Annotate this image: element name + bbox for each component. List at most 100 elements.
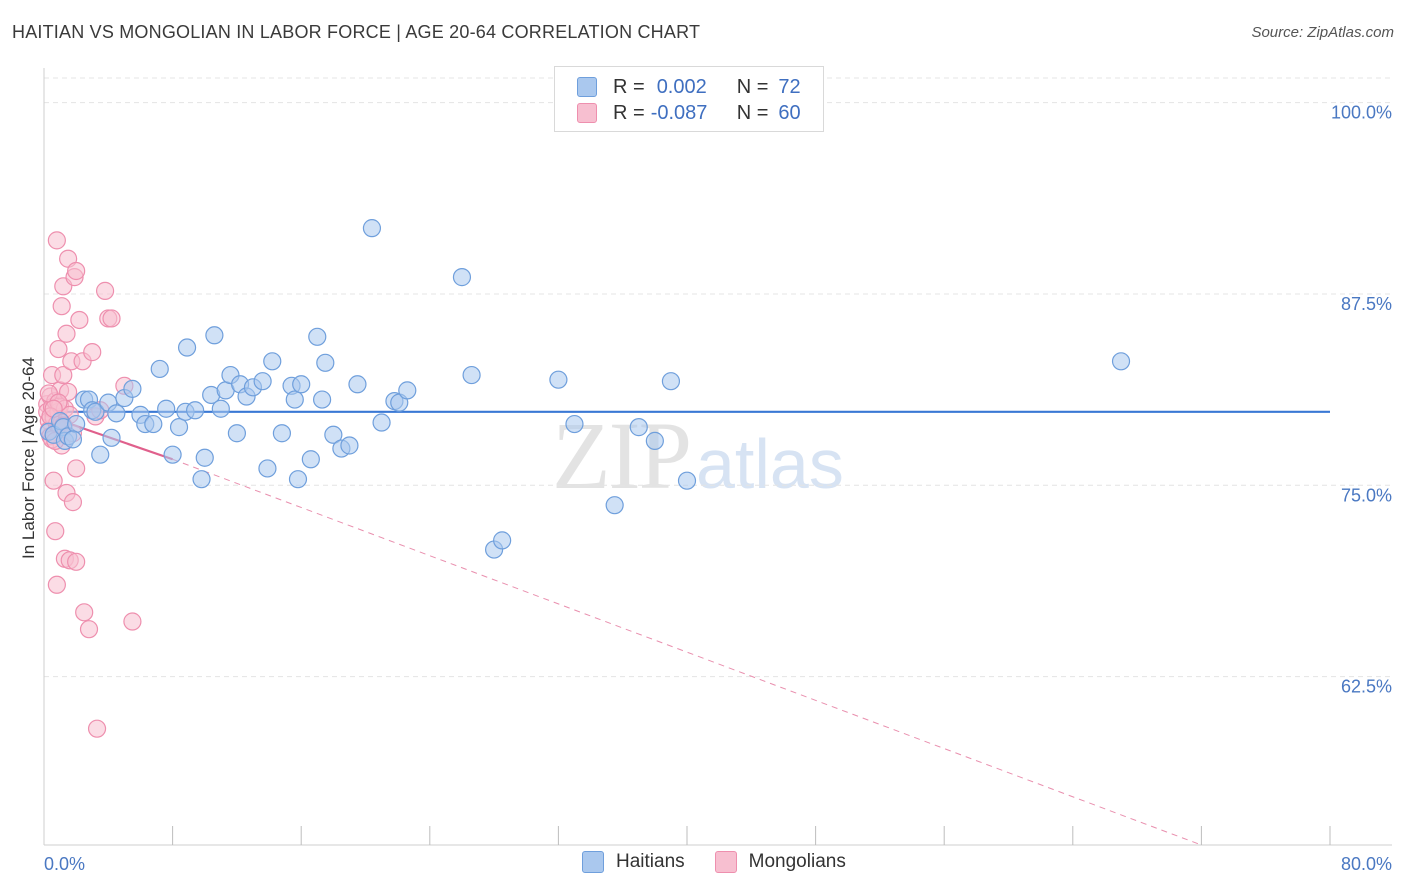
- mongolian-r-value: -0.087: [650, 101, 708, 124]
- watermark-atlas: atlas: [696, 425, 844, 503]
- mongolian-point-9: [44, 471, 63, 490]
- source-label: Source: ZipAtlas.com: [1251, 24, 1394, 41]
- mongolian-n-value: 60: [778, 101, 801, 124]
- mongolian-point-23: [54, 365, 73, 385]
- haitian-point-20: [150, 359, 169, 379]
- haitian-point-31: [211, 399, 230, 418]
- haitian-point-68: [661, 372, 681, 391]
- mongolian-point-47: [95, 281, 115, 300]
- haitian-r-label: R =: [613, 75, 645, 98]
- y-tick-label-1: 87.5%: [1341, 294, 1392, 314]
- haitian-point-52: [340, 436, 359, 455]
- haitian-point-22: [163, 445, 182, 464]
- haitian-point-60: [462, 365, 481, 385]
- legend-row-haitians: R = 0.002 N = 72: [577, 75, 801, 99]
- y-tick-label-0: 100.0%: [1331, 103, 1392, 123]
- haitian-point-62: [493, 531, 512, 550]
- y-tick-label-3: 62.5%: [1341, 677, 1392, 697]
- mongolian-point-45: [87, 719, 107, 738]
- haitian-point-39: [258, 459, 277, 478]
- mongolian-point-16: [49, 339, 68, 359]
- mongolian-swatch: [577, 103, 597, 123]
- haitians-legend-label: Haitians: [616, 851, 685, 872]
- mongolian-point-43: [83, 343, 102, 362]
- mongolian-point-13: [47, 575, 66, 594]
- haitian-point-70: [1111, 352, 1131, 371]
- haitian-point-48: [312, 390, 332, 409]
- legend-item-haitians[interactable]: Haitians: [582, 851, 685, 873]
- haitian-point-44: [288, 470, 308, 489]
- mongolians-legend-swatch: [714, 851, 737, 873]
- mongolian-point-41: [75, 603, 94, 622]
- haitian-point-58: [398, 381, 417, 400]
- y-axis-title: In Labor Force | Age 20-64: [19, 357, 38, 559]
- axis-layer: [43, 68, 1392, 846]
- haitian-point-65: [605, 496, 624, 515]
- haitian-point-50: [324, 425, 343, 444]
- haitian-point-45: [292, 375, 311, 394]
- grid-layer: [44, 77, 1392, 678]
- haitian-point-28: [195, 448, 214, 467]
- stats-legend: R = 0.002 N = 72 R = -0.087 N = 60: [554, 66, 824, 132]
- haitian-r-value: 0.002: [656, 75, 707, 98]
- haitian-point-49: [316, 353, 335, 372]
- haitian-point-66: [629, 418, 648, 437]
- haitian-point-27: [192, 470, 211, 489]
- haitian-point-46: [301, 450, 320, 469]
- haitian-point-14: [107, 404, 126, 423]
- mongolian-point-21: [52, 297, 71, 316]
- haitians-legend-swatch: [582, 851, 604, 873]
- haitian-point-69: [677, 471, 697, 490]
- haitian-points: [39, 219, 1131, 559]
- haitian-point-16: [123, 379, 142, 398]
- haitian-point-67: [645, 431, 664, 450]
- haitian-n-value: 72: [778, 75, 801, 98]
- x-tick-label-left: 0.0%: [44, 854, 85, 874]
- haitian-point-63: [549, 370, 568, 389]
- mongolian-point-34: [63, 493, 83, 512]
- label-layer: 100.0% 87.5% 75.0% 62.5% 0.0% 80.0% In Labor F…: [19, 103, 1392, 874]
- mongolian-point-49: [102, 309, 121, 328]
- haitian-point-10: [86, 402, 105, 421]
- haitian-point-38: [253, 372, 272, 391]
- haitian-point-54: [362, 219, 382, 238]
- haitian-point-21: [157, 399, 176, 418]
- haitian-point-6: [67, 414, 86, 434]
- haitian-point-41: [272, 424, 292, 443]
- chart-title: HAITIAN VS MONGOLIAN IN LABOR FORCE | AG…: [12, 22, 701, 42]
- haitian-point-11: [91, 445, 110, 464]
- haitian-point-53: [348, 375, 367, 394]
- haitian-point-23: [169, 418, 189, 437]
- haitian-point-59: [452, 268, 472, 287]
- x-tick-label-right: 80.0%: [1341, 854, 1392, 874]
- mongolian-trend-extension: [172, 458, 1202, 846]
- legend-row-mongolians: R = -0.087 N = 60: [577, 101, 801, 125]
- haitian-point-40: [263, 352, 282, 371]
- mongolian-r-label: R =: [613, 101, 645, 124]
- haitian-point-34: [227, 424, 246, 443]
- mongolian-n-label: N =: [736, 101, 769, 124]
- haitian-point-64: [565, 414, 584, 434]
- mongolian-point-14: [47, 231, 66, 250]
- haitian-swatch: [577, 77, 597, 97]
- haitian-point-19: [144, 414, 163, 434]
- haitian-point-25: [177, 338, 197, 357]
- mongolian-point-39: [70, 310, 89, 330]
- series-legend: Haitians Mongolians: [582, 851, 876, 873]
- mongolian-point-38: [67, 552, 86, 571]
- watermark: ZIPatlas: [552, 400, 844, 511]
- y-tick-label-2: 75.0%: [1341, 485, 1392, 505]
- haitian-point-43: [285, 390, 304, 409]
- mongolian-point-36: [67, 261, 86, 281]
- mongolian-point-42: [79, 620, 99, 639]
- haitian-point-13: [102, 428, 121, 447]
- haitian-point-47: [308, 327, 327, 346]
- legend-item-mongolians[interactable]: Mongolians: [714, 851, 846, 873]
- haitian-point-26: [186, 401, 205, 420]
- mongolian-points: [38, 231, 142, 738]
- mongolian-point-26: [57, 324, 76, 343]
- mongolian-point-37: [67, 459, 86, 478]
- mongolian-point-51: [123, 612, 142, 631]
- mongolian-point-11: [46, 522, 65, 541]
